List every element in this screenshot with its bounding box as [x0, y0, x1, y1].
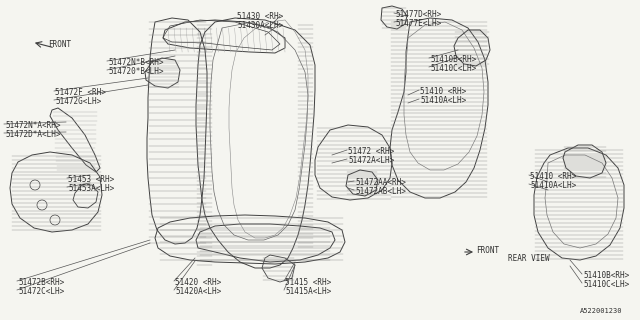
Text: REAR VIEW: REAR VIEW [508, 254, 550, 263]
Text: 51472A<LH>: 51472A<LH> [348, 156, 394, 165]
Text: 51472 <RH>: 51472 <RH> [348, 147, 394, 156]
Text: 51472G<LH>: 51472G<LH> [55, 97, 101, 106]
Text: 51415 <RH>: 51415 <RH> [285, 278, 332, 287]
Text: 51420A<LH>: 51420A<LH> [175, 287, 221, 296]
Text: 51430 <RH>: 51430 <RH> [237, 12, 284, 21]
Text: 51472AA<RH>: 51472AA<RH> [355, 178, 406, 187]
Text: 51472D*A<LH>: 51472D*A<LH> [5, 130, 61, 139]
Text: 51453A<LH>: 51453A<LH> [68, 184, 115, 193]
Text: 51410C<LH>: 51410C<LH> [583, 280, 629, 289]
Text: 51477D<RH>: 51477D<RH> [395, 10, 441, 19]
Text: FRONT: FRONT [476, 246, 499, 255]
Text: 51453 <RH>: 51453 <RH> [68, 175, 115, 184]
Text: 51477E<LH>: 51477E<LH> [395, 19, 441, 28]
Text: 51472B<RH>: 51472B<RH> [18, 278, 64, 287]
Text: 51410B<RH>: 51410B<RH> [583, 271, 629, 280]
Text: 51410 <RH>: 51410 <RH> [530, 172, 576, 181]
Text: 51410A<LH>: 51410A<LH> [530, 181, 576, 190]
Text: 51420 <RH>: 51420 <RH> [175, 278, 221, 287]
Text: FRONT: FRONT [48, 40, 71, 49]
Text: 51410 <RH>: 51410 <RH> [420, 87, 467, 96]
Text: 51472C<LH>: 51472C<LH> [18, 287, 64, 296]
Text: 51472N*B<RH>: 51472N*B<RH> [108, 58, 163, 67]
Text: 51472AB<LH>: 51472AB<LH> [355, 187, 406, 196]
Text: 51430A<LH>: 51430A<LH> [237, 21, 284, 30]
Text: 51410C<LH>: 51410C<LH> [430, 64, 476, 73]
Text: 51410A<LH>: 51410A<LH> [420, 96, 467, 105]
Text: 514720*B<LH>: 514720*B<LH> [108, 67, 163, 76]
Text: 51472F <RH>: 51472F <RH> [55, 88, 106, 97]
Text: 51472N*A<RH>: 51472N*A<RH> [5, 121, 61, 130]
Text: A522001230: A522001230 [580, 308, 623, 314]
Text: 51415A<LH>: 51415A<LH> [285, 287, 332, 296]
Text: 51410B<RH>: 51410B<RH> [430, 55, 476, 64]
